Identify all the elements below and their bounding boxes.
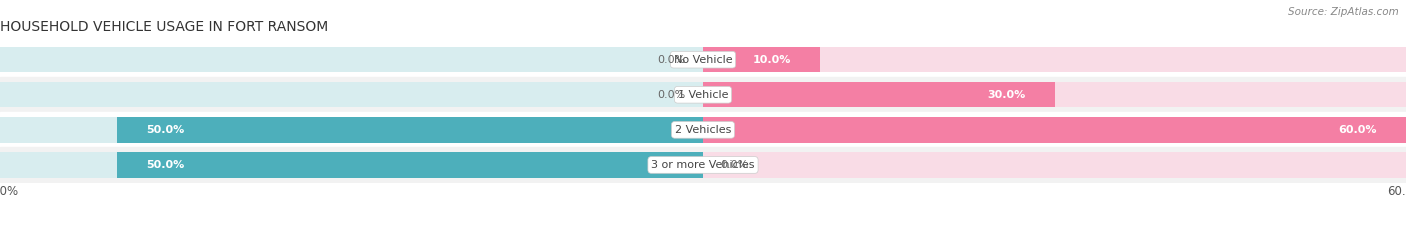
Text: 0.0%: 0.0% bbox=[657, 90, 686, 100]
Text: 0.0%: 0.0% bbox=[657, 55, 686, 65]
Bar bbox=[703, 47, 1406, 72]
Bar bbox=[703, 82, 1054, 107]
Text: 50.0%: 50.0% bbox=[146, 125, 184, 135]
Bar bbox=[0, 82, 703, 107]
Bar bbox=[0, 77, 1406, 112]
Bar bbox=[117, 152, 703, 178]
Text: 50.0%: 50.0% bbox=[146, 160, 184, 170]
Text: 3 or more Vehicles: 3 or more Vehicles bbox=[651, 160, 755, 170]
Bar bbox=[0, 112, 1406, 147]
Text: 1 Vehicle: 1 Vehicle bbox=[678, 90, 728, 100]
Bar bbox=[703, 152, 1406, 178]
Bar bbox=[703, 47, 820, 72]
Text: 0.0%: 0.0% bbox=[721, 160, 749, 170]
Bar bbox=[117, 117, 703, 143]
Bar bbox=[703, 82, 1406, 107]
Bar bbox=[0, 42, 1406, 77]
Text: No Vehicle: No Vehicle bbox=[673, 55, 733, 65]
Text: 10.0%: 10.0% bbox=[752, 55, 790, 65]
Bar bbox=[0, 152, 703, 178]
Text: 60.0%: 60.0% bbox=[1339, 125, 1376, 135]
Text: 30.0%: 30.0% bbox=[987, 90, 1025, 100]
Bar bbox=[703, 117, 1406, 143]
Bar bbox=[703, 117, 1406, 143]
Text: Source: ZipAtlas.com: Source: ZipAtlas.com bbox=[1288, 7, 1399, 17]
Bar bbox=[0, 47, 703, 72]
Bar bbox=[0, 147, 1406, 183]
Bar bbox=[0, 117, 703, 143]
Text: HOUSEHOLD VEHICLE USAGE IN FORT RANSOM: HOUSEHOLD VEHICLE USAGE IN FORT RANSOM bbox=[0, 20, 328, 34]
Text: 2 Vehicles: 2 Vehicles bbox=[675, 125, 731, 135]
